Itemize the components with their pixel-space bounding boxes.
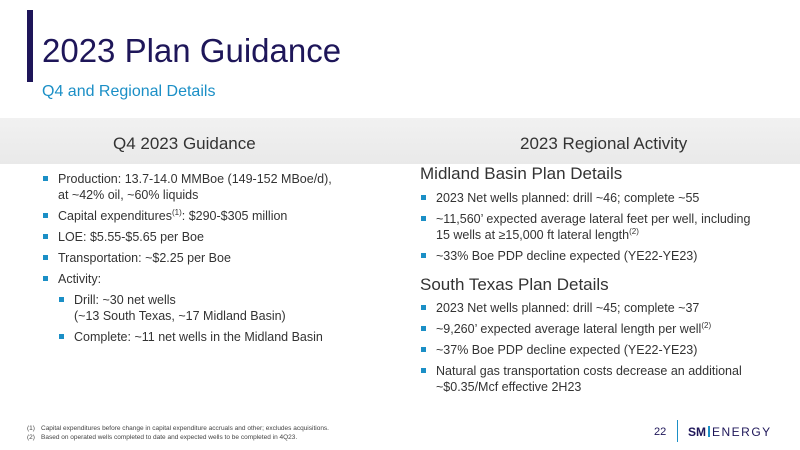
title-accent-bar (27, 10, 33, 82)
list-item: Activity: (42, 271, 332, 287)
list-item: ~9,260’ expected average lateral length … (420, 321, 742, 337)
sub-list-item: Complete: ~11 net wells in the Midland B… (58, 329, 332, 345)
sub-list-item: Drill: ~30 net wells (~13 South Texas, ~… (58, 292, 332, 324)
page-subtitle: Q4 and Regional Details (42, 83, 216, 100)
midland-list: 2023 Net wells planned: drill ~46; compl… (420, 190, 750, 269)
south-texas-section-title: South Texas Plan Details (420, 275, 609, 294)
q4-guidance-list: Production: 13.7-14.0 MMBoe (149-152 MBo… (42, 171, 332, 350)
footnote: (2) Based on operated wells completed to … (27, 434, 298, 441)
company-logo: SM ENERGY (688, 425, 772, 439)
list-item: Natural gas transportation costs decreas… (420, 363, 742, 395)
list-item: Capital expenditures(1): $290-$305 milli… (42, 208, 332, 224)
page-number: 22 (654, 426, 667, 438)
column-header-band (0, 118, 800, 164)
list-item: 2023 Net wells planned: drill ~46; compl… (420, 190, 750, 206)
logo-divider (677, 420, 678, 442)
list-item: ~11,560’ expected average lateral feet p… (420, 211, 750, 243)
list-item: 2023 Net wells planned: drill ~45; compl… (420, 300, 742, 316)
footnotes: (1) Capital expenditures before change in… (27, 424, 329, 442)
page-title: 2023 Plan Guidance (42, 32, 342, 69)
list-item: ~37% Boe PDP decline expected (YE22-YE23… (420, 342, 742, 358)
list-item: ~33% Boe PDP decline expected (YE22-YE23… (420, 248, 750, 264)
list-item: LOE: $5.55-$5.65 per Boe (42, 229, 332, 245)
list-item: Production: 13.7-14.0 MMBoe (149-152 MBo… (42, 171, 332, 203)
left-column-heading: Q4 2023 Guidance (113, 134, 256, 153)
midland-section-title: Midland Basin Plan Details (420, 164, 623, 183)
right-column-heading: 2023 Regional Activity (520, 134, 688, 153)
south-texas-list: 2023 Net wells planned: drill ~45; compl… (420, 300, 742, 400)
list-item: Transportation: ~$2.25 per Boe (42, 250, 332, 266)
footnote: (1) Capital expenditures before change in… (27, 425, 329, 432)
